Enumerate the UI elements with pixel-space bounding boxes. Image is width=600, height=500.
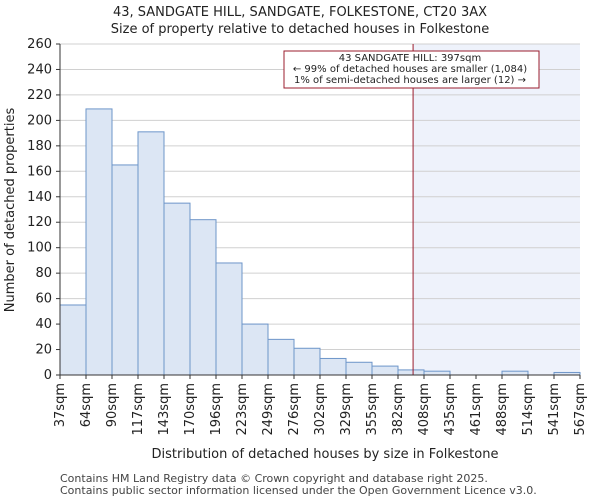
x-tick-label: 567sqm [573,383,588,436]
x-tick-label: 249sqm [261,383,276,436]
y-tick-label: 80 [35,266,52,281]
y-tick-label: 240 [27,62,52,77]
y-axis-label: Number of detached properties [3,108,18,313]
x-tick-label: 541sqm [547,383,562,436]
y-tick-label: 160 [27,164,52,179]
y-tick-label: 40 [35,317,52,332]
bar [267,338,295,376]
bar [189,219,217,376]
chart-subtitle: Size of property relative to detached ho… [111,22,490,37]
x-tick-label: 170sqm [183,383,198,436]
bars [59,108,581,376]
x-tick-label: 329sqm [339,383,354,436]
bar [215,262,243,376]
x-tick-label: 117sqm [131,383,146,436]
bar [163,202,191,376]
y-tick-label: 100 [27,241,52,256]
y-tick-label: 180 [27,139,52,154]
footer-line-2: Contains public sector information licen… [60,484,537,497]
annotation-box: 43 SANDGATE HILL: 397sqm ← 99% of detach… [283,50,540,89]
bar [319,357,347,376]
bar [345,361,373,376]
x-tick-label: 461sqm [469,383,484,436]
x-tick-label: 276sqm [287,383,302,436]
x-axis-label: Distribution of detached houses by size … [152,447,499,462]
x-tick-label: 435sqm [443,383,458,436]
larger-properties-region [413,44,580,375]
chart-title: 43, SANDGATE HILL, SANDGATE, FOLKESTONE,… [113,5,487,20]
x-tick-label: 355sqm [365,383,380,436]
y-tick-label: 20 [35,343,52,358]
y-tick-label: 140 [27,190,52,205]
y-tick-label: 220 [27,88,52,103]
x-ticks: 37sqm 64sqm 90sqm 117sqm 143sqm 170sqm 196sqm 2… [53,375,588,436]
x-tick-label: 488sqm [495,383,510,436]
bar [293,347,321,376]
x-tick-label: 408sqm [417,383,432,436]
y-tick-label: 260 [27,37,52,52]
y-tick-label: 60 [35,292,52,307]
x-tick-label: 514sqm [521,383,536,436]
x-tick-label: 223sqm [235,383,250,436]
bar [137,131,165,376]
footer-line-1: Contains HM Land Registry data © Crown c… [60,472,488,485]
annotation-line-3: 1% of semi-detached houses are larger (1… [294,75,526,86]
y-tick-label: 200 [27,113,52,128]
y-ticks: 0 20 40 60 80 100 120 140 160 180 200 220 240 260 [27,37,60,383]
x-tick-label: 302sqm [313,383,328,436]
y-tick-label: 0 [44,368,52,383]
x-tick-label: 37sqm [53,383,68,427]
bar [397,369,425,376]
bar [59,304,87,376]
bar [85,108,113,376]
annotation-frame [283,50,540,89]
y-tick-label: 120 [27,215,52,230]
bar [111,164,139,376]
bar [241,323,269,376]
x-tick-label: 90sqm [105,383,120,427]
x-tick-label: 64sqm [79,383,94,427]
x-tick-label: 143sqm [157,383,172,436]
bar [501,370,529,376]
x-tick-label: 196sqm [209,383,224,436]
bar [371,365,399,376]
bar [423,370,451,376]
annotation-line-1: 43 SANDGATE HILL: 397sqm [339,53,481,64]
annotation-line-2: ← 99% of detached houses are smaller (1,… [293,64,527,75]
x-tick-label: 382sqm [391,383,406,436]
